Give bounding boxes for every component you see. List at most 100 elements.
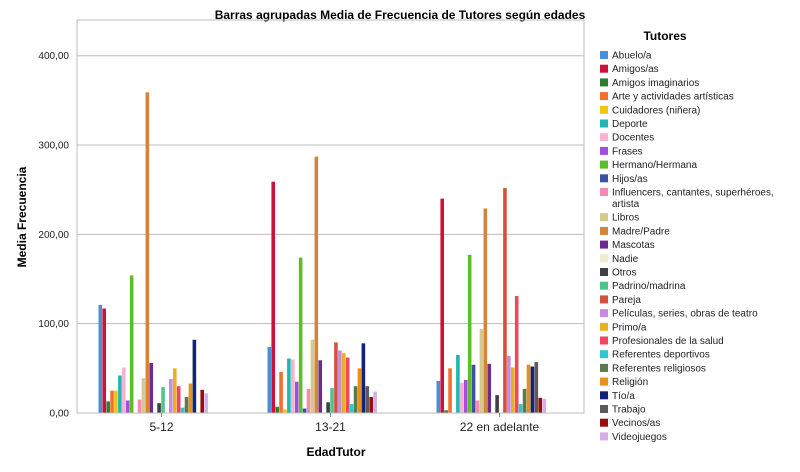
x-category-label: 13-21: [315, 420, 346, 434]
y-tick-label: 400,00: [38, 51, 69, 62]
bar: [157, 403, 161, 413]
y-tick-label: 100,00: [38, 319, 69, 330]
bar: [118, 375, 122, 413]
legend-swatch: [600, 51, 608, 59]
bar: [129, 275, 134, 413]
legend-swatch: [600, 268, 608, 276]
bar: [98, 304, 103, 413]
legend-swatch: [600, 105, 608, 114]
bar: [310, 339, 315, 413]
bar: [341, 353, 346, 413]
bar: [456, 354, 460, 413]
bar: [291, 359, 295, 413]
legend-swatch: [600, 64, 608, 73]
bar: [503, 187, 507, 413]
y-tick-label: 0,00: [50, 409, 70, 420]
legend-label: Deporte: [612, 119, 648, 130]
bar: [267, 346, 272, 413]
bar: [294, 381, 299, 413]
legend-label: artista: [612, 199, 640, 210]
bar: [467, 254, 472, 413]
bar: [172, 368, 177, 413]
chart-title: Barras agrupadas Media de Frecuencia de …: [215, 8, 586, 22]
bar: [365, 386, 370, 413]
bar: [460, 382, 464, 413]
legend-swatch: [600, 254, 608, 263]
bar: [357, 368, 362, 413]
legend-label: Hermano/Hermana: [612, 160, 697, 171]
bar: [475, 400, 480, 413]
bar: [298, 257, 303, 413]
bar: [145, 92, 150, 413]
legend-label: Libros: [612, 213, 639, 224]
bar: [318, 360, 323, 413]
bar: [141, 378, 146, 413]
bar: [353, 386, 358, 413]
y-tick-labels: 0,00 100,00 200,00 300,00 400,00: [38, 51, 69, 419]
bar: [436, 380, 441, 413]
legend-label: Vecinos/as: [612, 418, 660, 429]
legend-label: Influencers, cantantes, superhéroes,: [612, 188, 774, 199]
bar: [161, 387, 165, 413]
bar: [169, 379, 173, 413]
bar: [110, 390, 114, 413]
legend-label: Amigos/as: [612, 64, 659, 75]
x-category-labels: 5-12 13-21 22 en adelante: [149, 413, 540, 434]
bar: [538, 397, 543, 413]
legend-label: Primo/a: [612, 322, 647, 333]
legend-swatch: [600, 309, 608, 318]
bar: [279, 371, 283, 413]
legend-swatch: [600, 350, 608, 359]
bar: [349, 404, 354, 413]
bar: [345, 357, 350, 413]
bar: [487, 363, 492, 414]
legend-label: Pareja: [612, 295, 641, 306]
y-tick-label: 200,00: [38, 230, 69, 241]
legend-swatch: [600, 418, 608, 427]
bar: [373, 391, 377, 413]
y-tick-label: 300,00: [38, 141, 69, 152]
legend-swatch: [600, 226, 608, 235]
bar: [271, 181, 276, 413]
bar: [514, 295, 519, 413]
bar: [180, 407, 185, 413]
bar: [122, 367, 126, 413]
legend-label: Referentes religiosos: [612, 363, 706, 374]
bar: [200, 389, 205, 413]
bar: [102, 308, 107, 413]
legend-label: Frases: [612, 146, 643, 157]
bar: [463, 379, 468, 413]
legend-label: Amigos imaginarios: [612, 78, 699, 89]
bar: [369, 396, 374, 413]
bar: [326, 402, 330, 413]
legend-swatch: [600, 322, 608, 331]
legend-swatch: [600, 363, 608, 372]
legend-label: Referentes deportivos: [612, 350, 710, 361]
bar: [444, 410, 448, 413]
bar: [448, 368, 452, 413]
bar: [334, 342, 338, 413]
legend-title: Tutores: [643, 29, 686, 43]
legend-swatch: [600, 377, 608, 386]
bar: [526, 364, 531, 413]
legend-swatch: [600, 92, 608, 101]
bar: [479, 329, 484, 413]
x-axis-title: EdadTutor: [306, 445, 365, 459]
bar: [542, 398, 546, 413]
bar: [283, 409, 287, 413]
legend-swatch: [600, 295, 608, 304]
legend-swatch: [600, 213, 608, 222]
bar: [338, 350, 342, 413]
bar: [471, 364, 476, 413]
legend-label: Docentes: [612, 133, 654, 144]
legend-swatch: [600, 160, 608, 169]
plot-frame: [76, 19, 585, 414]
y-axis-title: Media Frecuencia: [15, 166, 29, 267]
bar: [176, 386, 181, 413]
legend-label: Películas, series, obras de teatro: [612, 309, 758, 320]
bar: [137, 399, 142, 413]
x-category-label: 22 en adelante: [460, 420, 540, 434]
bar: [314, 156, 319, 413]
bar: [306, 388, 311, 413]
